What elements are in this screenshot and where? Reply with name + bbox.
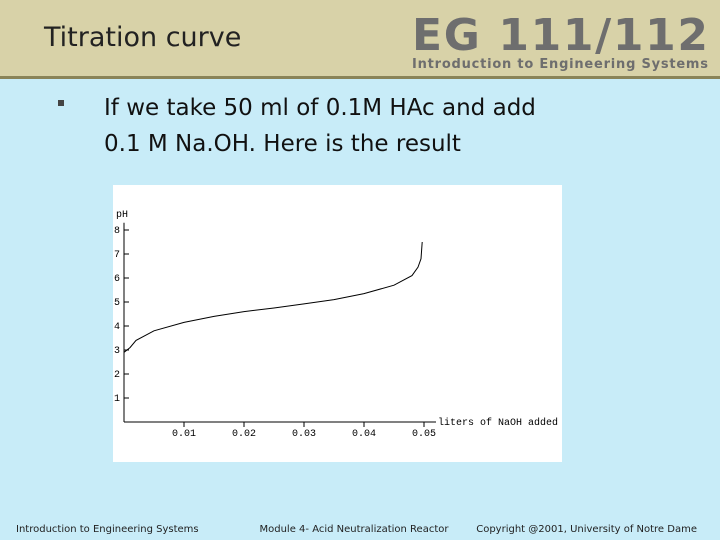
footer-right: Copyright @2001, University of Notre Dam…: [476, 524, 697, 535]
slide-title: Titration curve: [43, 22, 241, 53]
y-tick-label: 7: [114, 250, 120, 261]
y-tick-label: 8: [114, 226, 120, 237]
logo: EG 111/112: [412, 10, 708, 61]
x-tick-label: 0.01: [172, 429, 196, 440]
x-tick-label: 0.04: [352, 429, 376, 440]
chart: 0.01 0.02 0.03 0.04 0.05 1 2 3 4 5 6 7 8 pH liters of …: [114, 210, 558, 440]
x-tick-label: 0.02: [232, 429, 256, 440]
x-tick-label: 0.05: [412, 429, 436, 440]
curve: [123, 241, 423, 353]
y-tick-label: 5: [114, 298, 120, 309]
y-tick-label: 6: [114, 274, 120, 285]
footer-left: Introduction to Engineering Systems: [16, 524, 199, 535]
bullet-line: 0.1 M Na.OH. Here is the result: [104, 131, 461, 157]
y-tick-label: 3: [114, 346, 120, 357]
y-tick-label: 4: [114, 322, 120, 333]
chart-background: [113, 185, 562, 462]
bullet-marker: [58, 100, 64, 106]
x-axis-label: liters of NaOH added: [438, 417, 558, 429]
y-tick-label: 1: [114, 394, 120, 405]
footer-center: Module 4- Acid Neutralization Reactor: [260, 524, 450, 535]
logo-subtitle: Introduction to Engineering Systems: [412, 57, 708, 72]
header-rule: [0, 76, 720, 79]
bullet-line: If we take 50 ml of 0.1M HAc and add: [104, 95, 536, 121]
header-band: [0, 0, 720, 76]
y-tick-label: 2: [114, 370, 120, 381]
y-axis-label: pH: [116, 210, 128, 221]
x-tick-label: 0.03: [292, 429, 316, 440]
